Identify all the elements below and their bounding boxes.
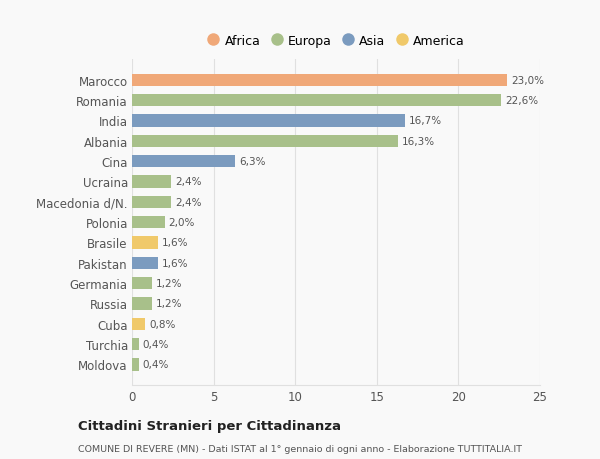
Bar — [132, 196, 171, 208]
Bar — [132, 176, 171, 188]
Bar — [132, 298, 152, 310]
Text: 1,2%: 1,2% — [155, 299, 182, 309]
Text: 0,4%: 0,4% — [143, 339, 169, 349]
Text: 6,3%: 6,3% — [239, 157, 265, 167]
Text: 1,2%: 1,2% — [155, 279, 182, 288]
Text: COMUNE DI REVERE (MN) - Dati ISTAT al 1° gennaio di ogni anno - Elaborazione TUT: COMUNE DI REVERE (MN) - Dati ISTAT al 1°… — [78, 444, 522, 453]
Text: 0,8%: 0,8% — [149, 319, 176, 329]
Bar — [132, 135, 398, 147]
Text: 2,4%: 2,4% — [175, 197, 202, 207]
Text: 2,4%: 2,4% — [175, 177, 202, 187]
Bar — [132, 358, 139, 371]
Bar — [132, 237, 158, 249]
Bar — [132, 257, 158, 269]
Bar — [132, 277, 152, 290]
Text: 16,3%: 16,3% — [402, 136, 435, 146]
Text: 1,6%: 1,6% — [162, 238, 188, 248]
Bar — [132, 217, 164, 229]
Bar — [132, 95, 501, 107]
Text: 23,0%: 23,0% — [511, 76, 544, 85]
Bar — [132, 115, 404, 127]
Text: 22,6%: 22,6% — [505, 96, 538, 106]
Bar — [132, 318, 145, 330]
Legend: Africa, Europa, Asia, America: Africa, Europa, Asia, America — [202, 30, 470, 53]
Bar — [132, 74, 508, 87]
Bar — [132, 338, 139, 351]
Text: 16,7%: 16,7% — [409, 116, 442, 126]
Text: 1,6%: 1,6% — [162, 258, 188, 268]
Text: Cittadini Stranieri per Cittadinanza: Cittadini Stranieri per Cittadinanza — [78, 419, 341, 432]
Bar — [132, 156, 235, 168]
Text: 0,4%: 0,4% — [143, 360, 169, 369]
Text: 2,0%: 2,0% — [169, 218, 195, 228]
